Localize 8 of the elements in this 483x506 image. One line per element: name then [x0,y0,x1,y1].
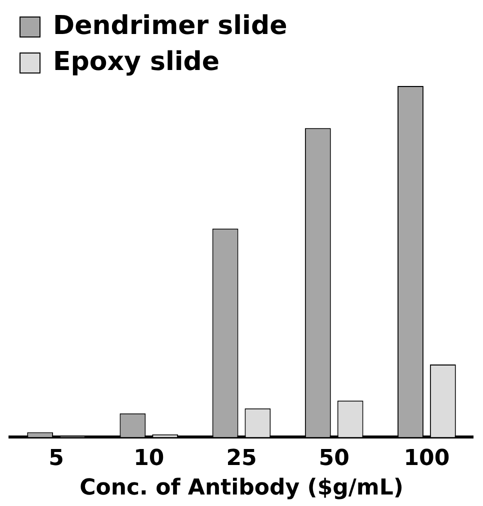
x-axis-title: Conc. of Antibody ($g/mL) [80,476,404,501]
legend-label: Epoxy slide [53,46,220,77]
legend-label: Dendrimer slide [53,10,288,41]
x-tick-label: 10 [134,446,164,472]
x-tick-label: 100 [404,446,450,472]
x-tick-label: 50 [318,446,350,472]
x-tick-label: 25 [226,446,257,472]
x-tick-label: 5 [48,446,64,472]
